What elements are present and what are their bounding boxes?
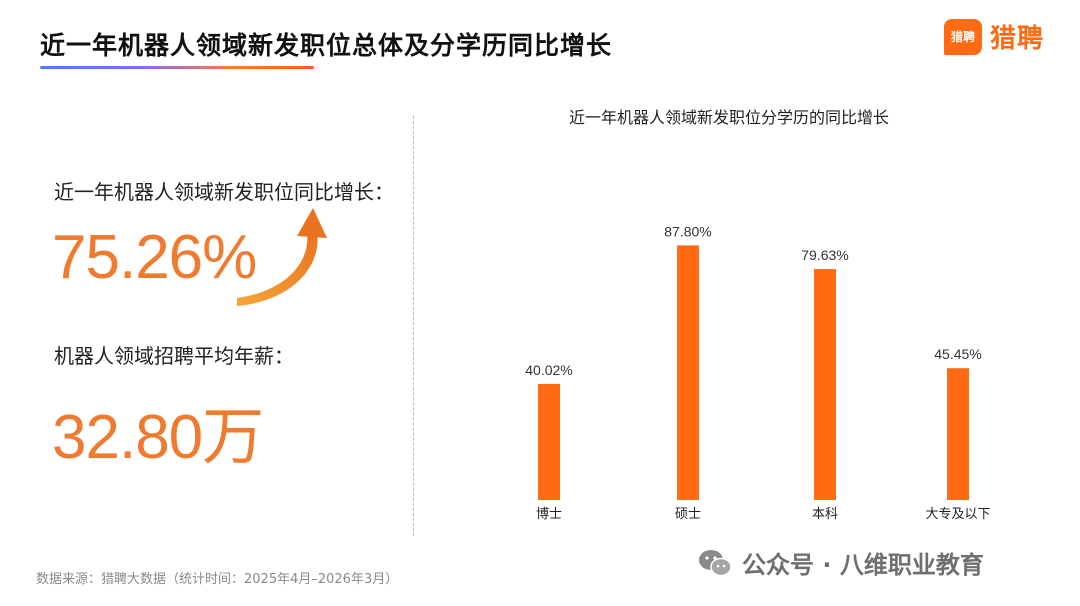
bar-2 xyxy=(814,269,836,500)
page-title: 近一年机器人领域新发职位总体及分学历同比增长 xyxy=(40,31,613,60)
title-underline xyxy=(40,66,314,69)
brand-name: 猎聘 xyxy=(989,24,1044,54)
growth-label: 近一年机器人领域新发职位同比增长： xyxy=(54,180,394,204)
category-label-0: 博士 xyxy=(536,507,562,522)
education-growth-bar-chart: 近一年机器人领域新发职位分学历的同比增长 40.02% 博士 87.80% 硕士 79.… xyxy=(525,108,990,522)
growth-value: 75.26% xyxy=(52,223,257,292)
data-source-note: 数据来源：猎聘大数据（统计时间：2025年4月–2026年3月） xyxy=(36,572,399,587)
watermark-text: 公众号 · 八维职业教育 xyxy=(742,551,984,579)
brand-logo: 猎聘 猎聘 xyxy=(943,18,1044,55)
category-label-2: 本科 xyxy=(812,507,838,522)
wechat-icon xyxy=(699,549,732,576)
bar-value-label-1: 87.80% xyxy=(664,223,711,239)
bar-value-label-2: 79.63% xyxy=(801,247,848,263)
section-divider xyxy=(413,116,414,536)
salary-value: 32.80万 xyxy=(52,403,264,472)
bar-0 xyxy=(538,383,560,500)
chart-title: 近一年机器人领域新发职位分学历的同比增长 xyxy=(569,108,889,127)
growth-arrow-icon xyxy=(237,208,327,306)
watermark: 公众号 · 八维职业教育 xyxy=(698,545,984,580)
bar-1 xyxy=(677,245,699,500)
category-label-3: 大专及以下 xyxy=(925,507,990,522)
bar-value-label-3: 45.45% xyxy=(934,346,981,362)
brand-icon: 猎聘 xyxy=(943,18,982,55)
bar-3 xyxy=(947,368,969,500)
bar-value-label-0: 40.02% xyxy=(525,362,572,378)
category-label-1: 硕士 xyxy=(675,507,701,522)
salary-label: 机器人领域招聘平均年薪： xyxy=(54,344,294,368)
